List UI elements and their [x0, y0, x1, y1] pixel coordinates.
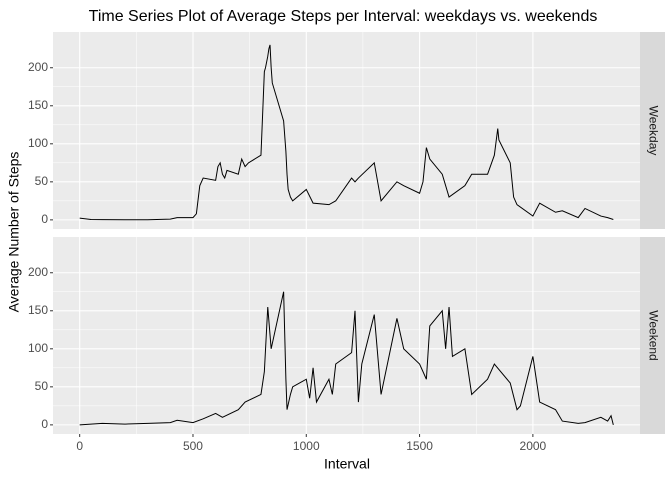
- y-tick-label: 50: [35, 379, 49, 393]
- facet-strip: [640, 32, 665, 229]
- y-tick-label: 150: [28, 303, 48, 317]
- panel-background: [53, 32, 640, 229]
- x-tick-label: 1000: [293, 439, 320, 453]
- x-tick-label: 500: [183, 439, 203, 453]
- chart-title: Time Series Plot of Average Steps per In…: [89, 8, 598, 25]
- x-tick-label: 2000: [520, 439, 547, 453]
- y-tick-label: 0: [41, 417, 48, 431]
- x-tick-label: 0: [76, 439, 83, 453]
- y-tick-label: 200: [28, 60, 48, 74]
- y-tick-label: 100: [28, 341, 48, 355]
- facet-strip: [640, 237, 665, 434]
- y-tick-label: 0: [41, 212, 48, 226]
- y-tick-label: 100: [28, 136, 48, 150]
- x-tick-label: 1500: [406, 439, 433, 453]
- data-line: [79, 291, 614, 426]
- facet-label: Weekend: [646, 310, 660, 360]
- x-axis-label: Interval: [324, 456, 370, 472]
- panel-background: [53, 237, 640, 434]
- y-tick-label: 200: [28, 265, 48, 279]
- data-line: [79, 44, 614, 221]
- y-axis-label: Average Number of Steps: [6, 152, 22, 313]
- y-tick-label: 50: [35, 174, 49, 188]
- facet-label: Weekday: [646, 106, 660, 156]
- y-tick-label: 150: [28, 98, 48, 112]
